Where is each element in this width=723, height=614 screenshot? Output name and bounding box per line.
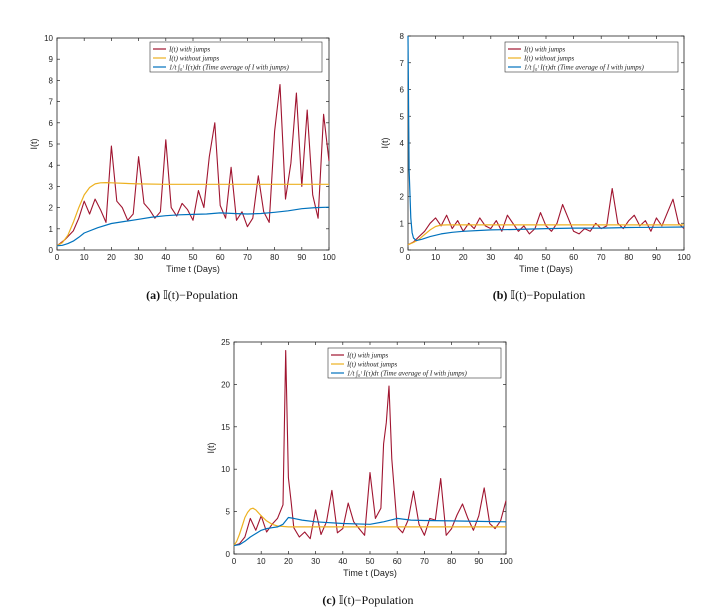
legend-entry-without-jumps: I(t) without jumps [168, 55, 219, 63]
legend-entry-time-average: 1/t ∫₀ᵗ I(τ)dτ (Time average of I with j… [169, 64, 289, 72]
legend-entry-time-average: 1/t ∫₀ᵗ I(τ)dτ (Time average of I with j… [347, 370, 467, 378]
y-tick-label: 1 [400, 219, 405, 228]
caption-b: (b) 𝕀(t)−Population [493, 288, 585, 302]
y-tick-label: 7 [400, 59, 405, 68]
y-tick-label: 10 [221, 465, 230, 474]
y-tick-label: 3 [49, 182, 54, 191]
y-tick-label: 2 [49, 204, 54, 213]
x-tick-label: 0 [232, 557, 237, 566]
series-without-jumps-line [233, 507, 506, 546]
y-axis-label: I(t) [29, 139, 39, 150]
y-tick-label: 6 [400, 86, 405, 95]
x-tick-label: 0 [55, 253, 60, 262]
x-tick-label: 60 [393, 557, 402, 566]
y-tick-label: 8 [49, 76, 54, 85]
y-axis-label: I(t) [206, 443, 216, 454]
series-without-jumps-line [56, 182, 329, 247]
series-time-average-line [407, 35, 685, 242]
y-tick-label: 0 [49, 246, 54, 255]
legend-box [504, 41, 679, 73]
x-tick-label: 90 [297, 253, 306, 262]
y-tick-label: 5 [400, 112, 405, 121]
x-tick-label: 70 [597, 253, 606, 262]
x-tick-label: 20 [459, 253, 468, 262]
x-tick-label: 70 [420, 557, 429, 566]
x-tick-label: 0 [406, 253, 411, 262]
x-axis-label: Time t (Days) [166, 264, 220, 274]
y-tick-label: 8 [400, 32, 405, 41]
panel-b: 0 10 20 30 40 50 60 70 80 90 100 0 1 2 3 4 5 6 7 8 Time t (D… [380, 32, 691, 274]
y-axis-label: I(t) [380, 138, 390, 149]
x-tick-label: 60 [569, 253, 578, 262]
x-axis-label: Time t (Days) [519, 264, 573, 274]
y-tick-label: 2 [400, 193, 405, 202]
panel-c: 0 10 20 30 40 50 60 70 80 90 100 0 5 10 15 20 25 Time t (… [206, 338, 513, 578]
x-tick-label: 70 [243, 253, 252, 262]
x-tick-label: 30 [134, 253, 143, 262]
y-tick-label: 5 [49, 140, 54, 149]
y-tick-label: 20 [221, 380, 230, 389]
series-with-jumps-line [233, 349, 507, 547]
caption-a: (a) 𝕀(t)−Population [146, 288, 238, 302]
legend-entry-with-jumps: I(t) with jumps [523, 46, 565, 54]
y-tick-label: 15 [221, 423, 230, 432]
x-tick-label: 40 [161, 253, 170, 262]
legend-box [149, 41, 323, 73]
legend-entry-without-jumps: I(t) without jumps [523, 55, 574, 63]
series-without-jumps-line [407, 224, 684, 246]
y-tick-label: 0 [400, 246, 405, 255]
panel-a: 0 10 20 30 40 50 60 70 80 90 100 0 1 2 3 4 5 6 7 8 9 10 Time t… [29, 34, 336, 274]
x-tick-label: 90 [652, 253, 661, 262]
x-tick-label: 10 [80, 253, 89, 262]
x-tick-label: 10 [257, 557, 266, 566]
y-tick-label: 1 [49, 225, 54, 234]
x-tick-label: 80 [270, 253, 279, 262]
x-tick-label: 100 [677, 253, 691, 262]
series-time-average-line [56, 206, 330, 247]
y-tick-label: 7 [49, 98, 54, 107]
x-tick-label: 40 [338, 557, 347, 566]
x-tick-label: 90 [474, 557, 483, 566]
y-tick-label: 25 [221, 338, 230, 347]
y-tick-label: 9 [49, 55, 54, 64]
x-tick-label: 80 [447, 557, 456, 566]
caption-c: (c) 𝕀(t)−Population [322, 593, 413, 607]
legend-entry-with-jumps: I(t) with jumps [346, 352, 388, 360]
x-tick-label: 10 [431, 253, 440, 262]
y-tick-label: 4 [400, 139, 405, 148]
y-tick-label: 0 [226, 550, 231, 559]
series-with-jumps-line [407, 187, 685, 246]
y-tick-label: 5 [226, 508, 231, 517]
legend-entry-without-jumps: I(t) without jumps [346, 361, 397, 369]
y-tick-label: 6 [49, 119, 54, 128]
x-axis-label: Time t (Days) [343, 568, 397, 578]
y-tick-label: 3 [400, 166, 405, 175]
x-tick-label: 50 [542, 253, 551, 262]
x-tick-label: 20 [107, 253, 116, 262]
x-tick-label: 50 [366, 557, 375, 566]
x-tick-label: 30 [486, 253, 495, 262]
x-tick-label: 20 [284, 557, 293, 566]
x-tick-label: 80 [624, 253, 633, 262]
legend-entry-with-jumps: I(t) with jumps [168, 46, 210, 54]
y-tick-label: 10 [44, 34, 53, 43]
y-tick-label: 4 [49, 161, 54, 170]
series-with-jumps-line [56, 84, 330, 247]
x-tick-label: 50 [189, 253, 198, 262]
x-tick-label: 40 [514, 253, 523, 262]
series-time-average-line [233, 516, 507, 547]
x-tick-label: 30 [311, 557, 320, 566]
x-tick-label: 100 [499, 557, 513, 566]
x-tick-label: 60 [216, 253, 225, 262]
x-tick-label: 100 [322, 253, 336, 262]
legend-entry-time-average: 1/t ∫₀ᵗ I(τ)dτ (Time average of I with j… [524, 64, 644, 72]
legend-box [327, 347, 502, 379]
